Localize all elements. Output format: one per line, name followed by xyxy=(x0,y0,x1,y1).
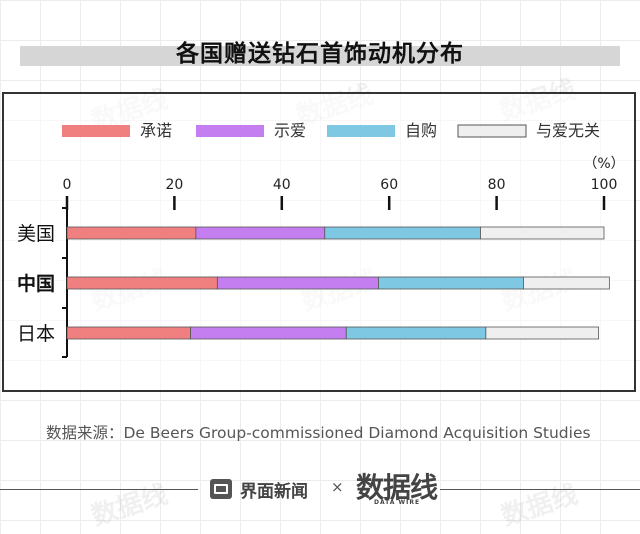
legend-label: 与爱无关 xyxy=(536,121,600,140)
unit-label: （%） xyxy=(583,156,624,172)
bar-segment xyxy=(216,276,379,290)
x-tick-label: 100 xyxy=(591,177,618,193)
x-tick-label: 40 xyxy=(273,177,291,193)
bar-segment xyxy=(378,276,524,290)
x-tick-label: 80 xyxy=(488,177,506,193)
y-category-label: 日本 xyxy=(17,323,55,345)
x-tick-label: 20 xyxy=(165,177,183,193)
title-bar xyxy=(20,46,620,66)
x-tick-label: 60 xyxy=(380,177,398,193)
bar-segment xyxy=(66,276,218,290)
source-note: 数据来源：De Beers Group-commissioned Diamond… xyxy=(46,424,591,442)
page-title: 各国赠送钻石首饰动机分布 xyxy=(176,41,464,67)
bars xyxy=(66,226,610,340)
bar-segment xyxy=(190,326,347,340)
bar-segment xyxy=(324,226,481,240)
bar-segment xyxy=(66,326,191,340)
bar-segment xyxy=(485,326,600,340)
legend-swatch xyxy=(327,125,395,137)
footer-divider-right xyxy=(440,489,640,490)
footer-divider-left xyxy=(0,489,198,490)
bar-segment xyxy=(195,226,326,240)
separator: × xyxy=(331,478,344,496)
x-tick-label: 0 xyxy=(63,177,72,193)
bar-segment xyxy=(66,226,197,240)
legend-label: 自购 xyxy=(405,121,437,140)
bar-segment xyxy=(345,326,487,340)
legend-swatch xyxy=(62,125,130,137)
brand-subtitle: DATA WIRE xyxy=(374,499,421,506)
x-axis: 0 20 40 60 80 100 xyxy=(63,177,618,210)
legend: 承诺 示爱 自购 与爱无关 xyxy=(62,121,600,140)
legend-label: 示爱 xyxy=(274,121,306,140)
publisher-name: 界面新闻 xyxy=(240,481,308,502)
bar-segment xyxy=(523,276,610,290)
brand-logo: 数据线 xyxy=(356,471,438,504)
bar-segment xyxy=(480,226,605,240)
y-category-label: 美国 xyxy=(17,223,55,245)
y-category-label: 中国 xyxy=(17,272,55,295)
chart-frame xyxy=(2,92,636,392)
publisher-icon xyxy=(210,479,232,499)
legend-label: 承诺 xyxy=(140,121,172,140)
legend-swatch xyxy=(196,125,264,137)
legend-swatch xyxy=(457,124,527,138)
publisher-logo: 界面新闻 xyxy=(210,477,308,502)
